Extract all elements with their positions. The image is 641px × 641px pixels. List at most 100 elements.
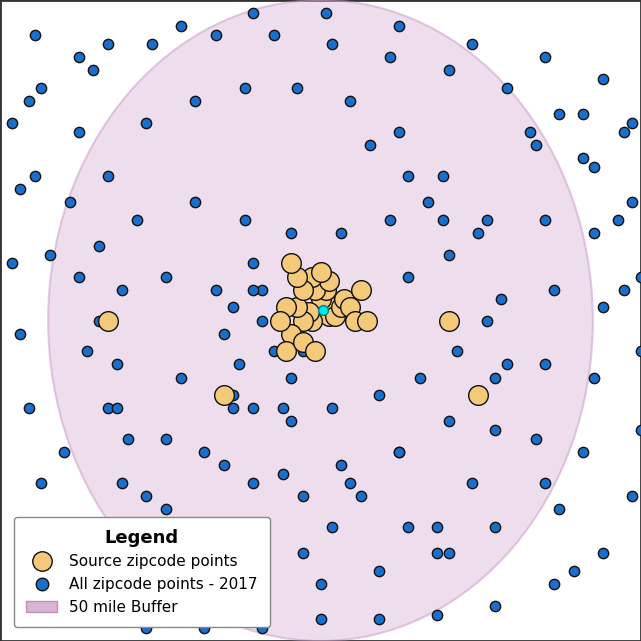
- Point: [219, 390, 229, 400]
- Point: [578, 447, 588, 457]
- Point: [53, 522, 63, 532]
- Point: [540, 478, 550, 488]
- Point: [257, 285, 267, 295]
- Point: [88, 65, 98, 76]
- Point: [117, 285, 128, 295]
- Point: [365, 140, 375, 150]
- Point: [140, 491, 151, 501]
- Point: [278, 469, 288, 479]
- Point: [190, 96, 201, 106]
- Point: [257, 579, 267, 589]
- Point: [298, 337, 308, 347]
- Point: [94, 315, 104, 326]
- Point: [496, 294, 506, 304]
- Point: [234, 359, 244, 369]
- Point: [315, 579, 326, 589]
- Point: [199, 565, 209, 576]
- Point: [490, 601, 501, 611]
- Point: [598, 548, 608, 558]
- Point: [36, 478, 46, 488]
- Point: [362, 315, 372, 326]
- Point: [257, 535, 267, 545]
- Point: [531, 434, 541, 444]
- Point: [140, 622, 151, 633]
- Point: [112, 359, 122, 369]
- Point: [336, 460, 346, 470]
- Point: [315, 294, 326, 304]
- Point: [490, 522, 501, 532]
- Point: [356, 285, 367, 295]
- Point: [103, 315, 113, 326]
- Point: [540, 52, 550, 62]
- Point: [112, 403, 122, 413]
- Point: [327, 522, 337, 532]
- Point: [298, 346, 308, 356]
- Point: [619, 285, 629, 295]
- Point: [94, 241, 104, 251]
- Point: [161, 434, 171, 444]
- Point: [481, 214, 492, 224]
- Point: [336, 302, 346, 312]
- Legend: Source zipcode points, All zipcode points - 2017, 50 mile Buffer: Source zipcode points, All zipcode point…: [14, 517, 270, 627]
- Point: [36, 83, 46, 93]
- Point: [554, 109, 565, 119]
- Point: [589, 372, 599, 383]
- Point: [190, 197, 201, 207]
- Point: [438, 171, 448, 181]
- Point: [374, 614, 384, 624]
- Point: [15, 184, 26, 194]
- Point: [306, 272, 317, 282]
- Point: [287, 329, 297, 339]
- Point: [613, 214, 623, 224]
- Point: [356, 491, 367, 501]
- Point: [444, 65, 454, 76]
- Point: [432, 610, 442, 620]
- Point: [6, 118, 17, 128]
- Point: [219, 329, 229, 339]
- Point: [344, 302, 354, 312]
- Point: [490, 372, 501, 383]
- Point: [394, 126, 404, 137]
- Point: [161, 272, 171, 282]
- Point: [298, 302, 308, 312]
- Point: [140, 548, 151, 558]
- Point: [374, 390, 384, 400]
- Point: [385, 214, 395, 224]
- Point: [327, 38, 337, 49]
- Point: [310, 285, 320, 295]
- Point: [403, 272, 413, 282]
- Point: [59, 447, 69, 457]
- Point: [248, 285, 258, 295]
- Point: [312, 306, 322, 317]
- Point: [356, 285, 367, 295]
- Point: [306, 315, 317, 326]
- Point: [315, 614, 326, 624]
- Point: [228, 302, 238, 312]
- Point: [636, 272, 641, 282]
- Point: [65, 592, 75, 603]
- Point: [319, 304, 329, 315]
- Point: [117, 478, 128, 488]
- Point: [44, 249, 54, 260]
- Point: [117, 610, 128, 620]
- Point: [444, 548, 454, 558]
- Point: [453, 346, 463, 356]
- Point: [248, 258, 258, 269]
- Point: [123, 434, 133, 444]
- Point: [44, 557, 54, 567]
- Point: [338, 294, 349, 304]
- Point: [280, 346, 290, 356]
- Point: [374, 565, 384, 576]
- Point: [344, 96, 354, 106]
- Point: [490, 425, 501, 435]
- Point: [74, 52, 84, 62]
- Point: [472, 390, 483, 400]
- Point: [248, 403, 258, 413]
- Point: [598, 74, 608, 84]
- Point: [210, 522, 221, 532]
- Point: [636, 425, 641, 435]
- Point: [292, 83, 303, 93]
- Point: [74, 272, 84, 282]
- Point: [30, 171, 40, 181]
- Point: [324, 276, 335, 286]
